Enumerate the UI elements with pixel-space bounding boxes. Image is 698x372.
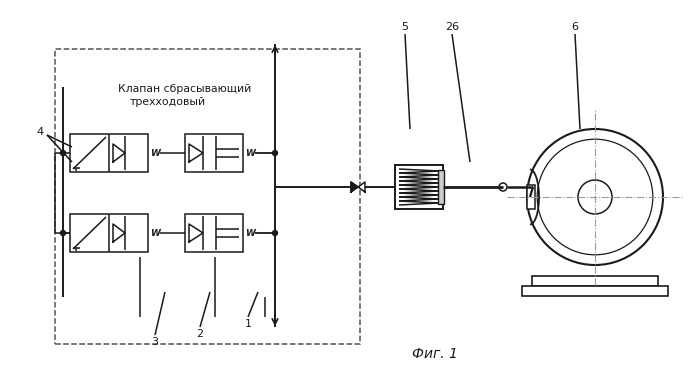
Text: Фиг. 1: Фиг. 1 (412, 347, 458, 361)
Bar (532, 276, 658, 286)
Text: W: W (245, 148, 255, 157)
Text: 6: 6 (572, 22, 579, 32)
Bar (438, 170, 444, 204)
Text: 3: 3 (151, 337, 158, 347)
Text: W: W (245, 228, 255, 237)
Text: трехходовый: трехходовый (130, 97, 206, 107)
Bar (70, 134, 148, 172)
Bar (55, 49, 360, 344)
Text: 4: 4 (36, 127, 43, 137)
Circle shape (61, 151, 66, 155)
Text: W: W (150, 228, 160, 237)
Text: 26: 26 (445, 22, 459, 32)
Bar (185, 214, 243, 252)
Bar (527, 185, 535, 209)
Text: W: W (150, 148, 160, 157)
Circle shape (61, 231, 66, 235)
Circle shape (499, 183, 507, 191)
Text: 1: 1 (244, 319, 251, 329)
Circle shape (527, 129, 663, 265)
Bar (522, 286, 668, 296)
Text: 2: 2 (196, 329, 204, 339)
Polygon shape (358, 182, 365, 192)
Bar (70, 214, 148, 252)
Text: Клапан сбрасывающий: Клапан сбрасывающий (118, 84, 251, 94)
Circle shape (578, 180, 612, 214)
Text: 5: 5 (401, 22, 408, 32)
Polygon shape (351, 182, 358, 192)
Circle shape (272, 231, 278, 235)
Circle shape (537, 139, 653, 255)
Circle shape (272, 151, 278, 155)
Bar (185, 134, 243, 172)
Bar (395, 165, 443, 209)
